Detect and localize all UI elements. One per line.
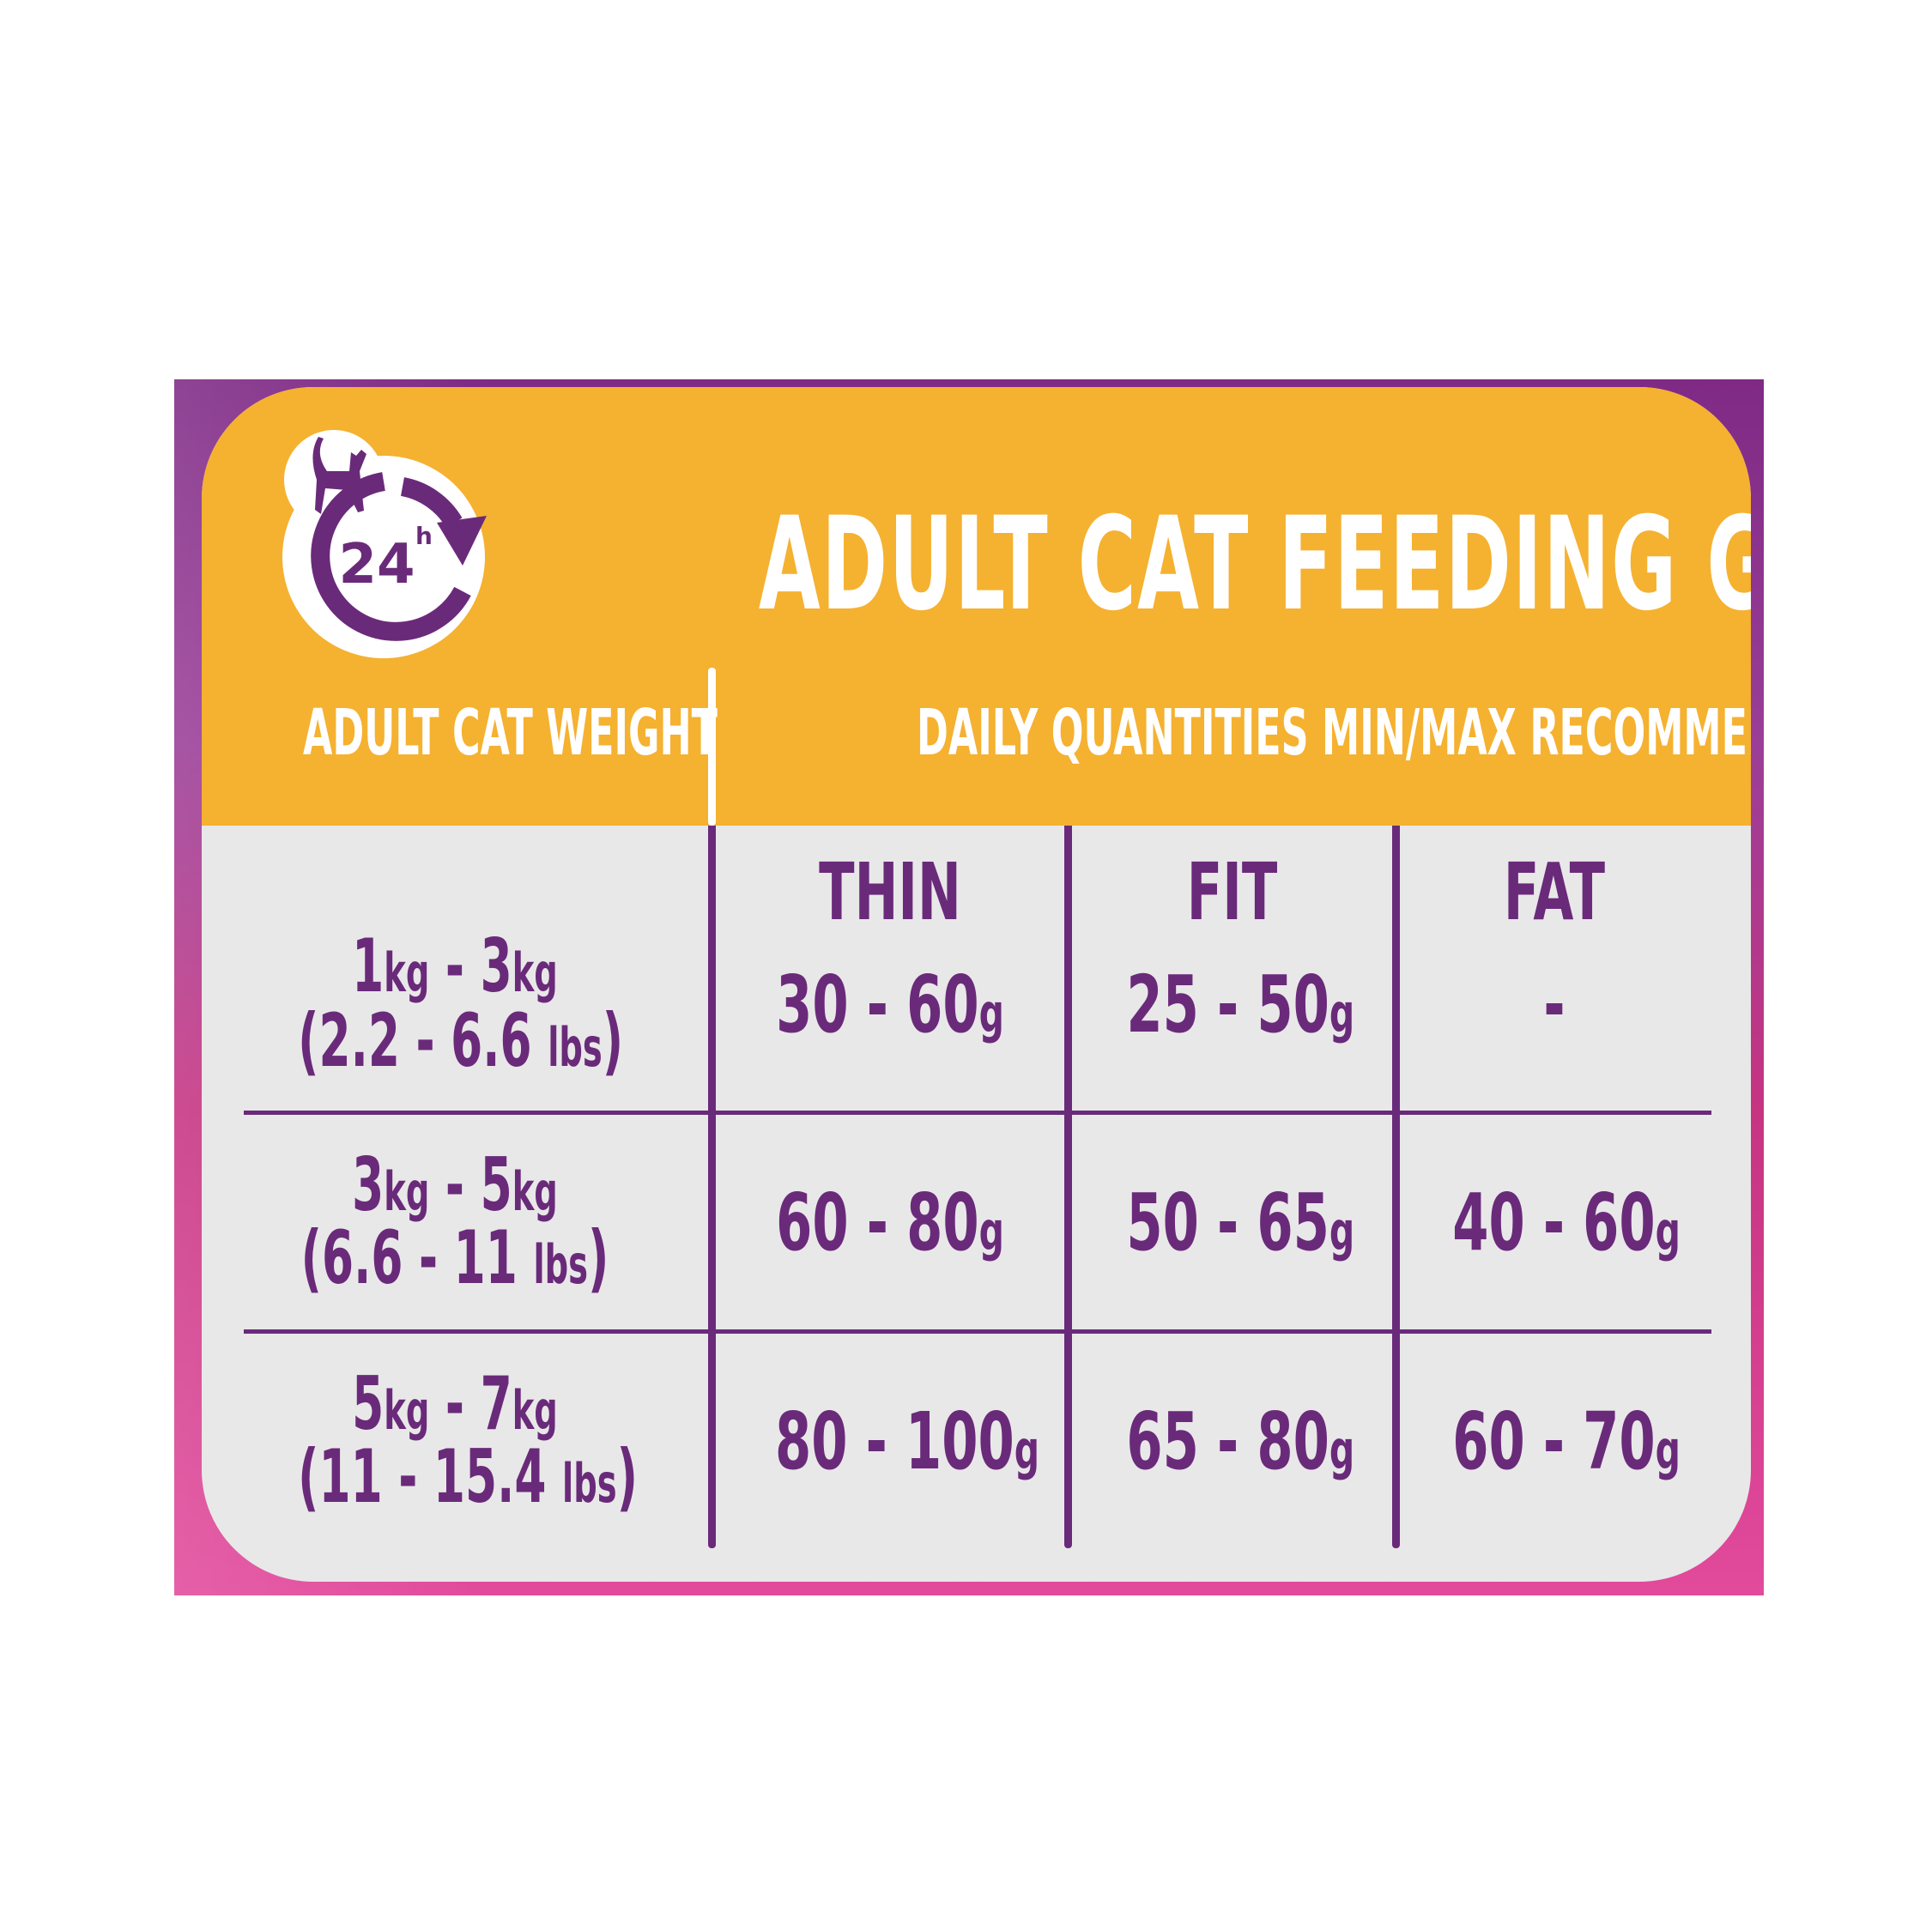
column-header-thin: THIN [819,846,961,938]
quantity-cell: 65 - 80g [1126,1395,1355,1487]
page-title: ADULT CAT FEEDING GUIDE [758,490,1751,639]
weight-column-header: ADULT CAT WEIGHT [303,696,718,770]
quantity-cell: 60 - 80g [776,1177,1004,1268]
column-divider [1064,826,1072,1548]
quantity-cell: 60 - 70g [1452,1395,1681,1487]
header-band: 24 h ADULT CAT FEEDING GUIDE ADULT CAT W… [202,387,1751,826]
row-divider [244,1111,1711,1115]
weight-kg: 5kg - 7kg [352,1361,558,1447]
svg-text:24: 24 [338,533,415,596]
column-divider [708,826,716,1548]
column-header-fit: FIT [1186,846,1278,938]
weight-kg: 1kg - 3kg [352,923,558,1009]
quantity-cell: 25 - 50g [1126,959,1355,1050]
weight-lbs: (2.2 - 6.6 lbs) [298,998,624,1084]
header-divider [708,668,716,826]
weight-lbs: (11 - 15.4 lbs) [298,1434,638,1520]
weight-kg: 3kg - 5kg [352,1142,558,1228]
column-header-fat: FAT [1503,846,1606,938]
weight-lbs: (6.6 - 11 lbs) [300,1215,609,1301]
svg-text:h: h [415,522,433,550]
row-divider [244,1329,1711,1334]
quantity-cell: 50 - 65g [1126,1177,1355,1268]
feeding-guide-panel: 24 h ADULT CAT FEEDING GUIDE ADULT CAT W… [202,387,1751,1582]
quantities-header: DAILY QUANTITIES MIN/MAX RECOMMENDED [917,696,1751,770]
quantity-cell: 40 - 60g [1452,1177,1681,1268]
quantity-cell: 80 - 100g [775,1395,1040,1487]
column-divider [1392,826,1400,1548]
quantity-cell: - [1543,959,1566,1050]
cat-24h-clock-icon: 24 h [282,430,487,658]
quantity-cell: 30 - 60g [776,959,1004,1050]
